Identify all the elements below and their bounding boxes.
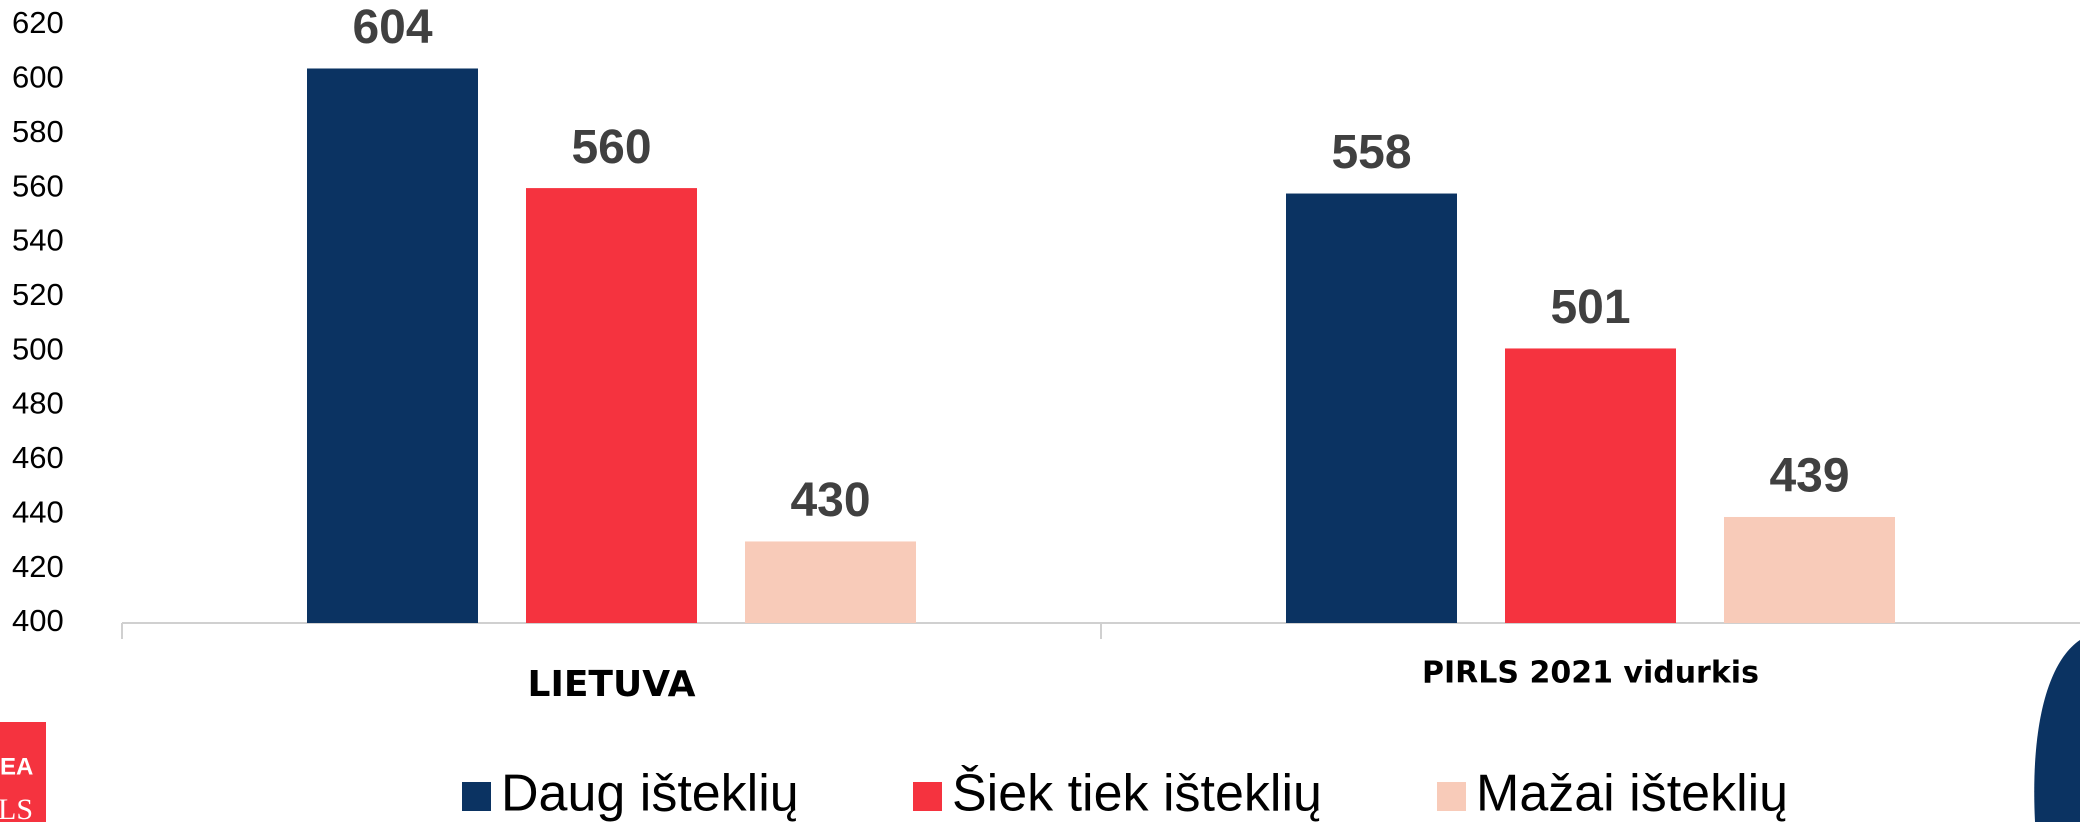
legend-swatch: [462, 782, 491, 811]
y-tick-label: 420: [12, 549, 64, 584]
value-label: 501: [1550, 281, 1630, 334]
bar: [307, 68, 478, 623]
y-tick-label: 560: [12, 168, 64, 203]
y-tick-label: 500: [12, 331, 64, 366]
legend-swatch: [1437, 782, 1466, 811]
bar: [526, 188, 697, 623]
logo-text: EA: [0, 753, 33, 780]
logo-box: [0, 722, 46, 822]
legend-label: Šiek tiek išteklių: [952, 765, 1322, 822]
y-tick-label: 620: [12, 5, 64, 40]
y-tick-label: 520: [12, 277, 64, 312]
x-tick-label: LIETUVA: [528, 664, 696, 705]
y-tick-label: 580: [12, 114, 64, 149]
value-label: 558: [1331, 126, 1411, 179]
x-tick-label: PIRLS 2021 vidurkis: [1422, 656, 1759, 691]
legend-swatch: [913, 782, 942, 811]
value-label: 604: [352, 1, 432, 54]
bar: [1505, 348, 1676, 623]
value-label: 430: [790, 474, 870, 527]
bar: [1286, 193, 1457, 623]
legend-label: Mažai išteklių: [1476, 765, 1788, 822]
y-tick-label: 460: [12, 440, 64, 475]
value-label: 560: [571, 121, 651, 174]
y-tick-label: 600: [12, 60, 64, 95]
logo-shape: [2034, 640, 2080, 822]
y-tick-label: 540: [12, 223, 64, 258]
logo-text: LS: [0, 793, 33, 822]
y-tick-label: 480: [12, 386, 64, 421]
legend-label: Daug išteklių: [501, 765, 799, 822]
value-label: 439: [1769, 450, 1849, 503]
bar: [745, 541, 916, 623]
bar: [1724, 516, 1895, 623]
y-tick-label: 440: [12, 494, 64, 529]
y-tick-label: 400: [12, 603, 64, 638]
